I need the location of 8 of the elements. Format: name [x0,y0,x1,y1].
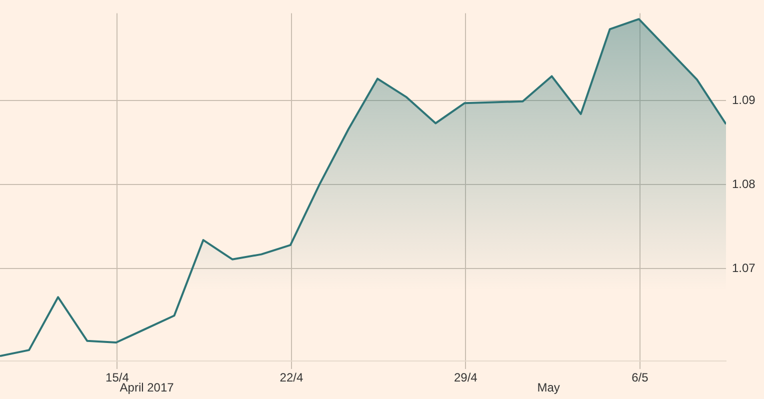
x-tick-label: 22/4 [280,370,304,385]
text: April 2017 [120,380,174,394]
x-tick-label: 29/4 [454,370,478,385]
y-tick-label: 1.07 [732,260,756,275]
y-tick-label: 1.08 [732,176,756,191]
text: May [537,380,560,394]
y-tick-label: 1.09 [732,92,756,107]
x-tick-label: 6/5 [632,370,649,385]
